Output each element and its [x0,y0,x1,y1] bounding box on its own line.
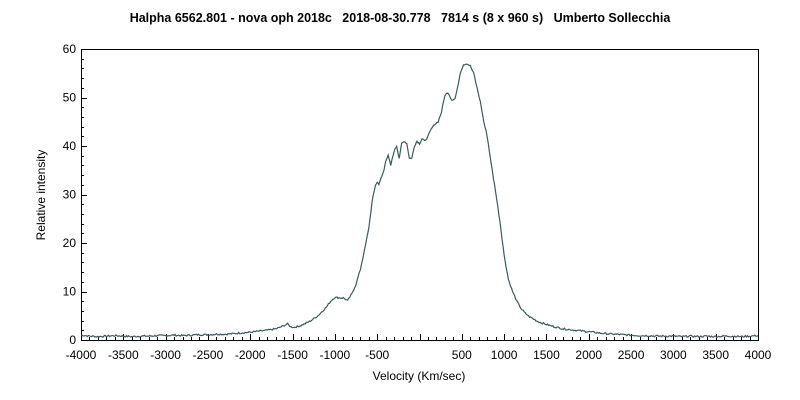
y-tick-label: 30 [63,188,77,202]
x-tick-label: 1500 [533,348,560,362]
chart-title: Halpha 6562.801 - nova oph 2018c 2018-08… [129,11,671,25]
y-tick-label: 50 [63,91,77,105]
y-tick-label: 0 [69,333,76,347]
y-axis-label: Relative intensity [34,150,48,241]
x-tick-label: -1000 [320,348,351,362]
x-tick-label: -1500 [277,348,308,362]
plot-frame [81,49,759,341]
x-tick-label: -2000 [235,348,266,362]
x-tick-label: -500 [365,348,389,362]
y-tick-label: 20 [63,236,77,250]
x-tick-label: -3000 [150,348,181,362]
x-tick-label: -4000 [66,348,97,362]
x-tick-label: 1000 [491,348,518,362]
y-tick-label: 60 [63,42,77,56]
x-tick-label: 3000 [660,348,687,362]
y-tick-label: 40 [63,139,77,153]
y-tick-label: 10 [63,285,77,299]
x-tick-label: 3500 [702,348,729,362]
x-axis: -4000 -3500 -3000 -2500 -2000 -1500 -1000 -500 5… [66,334,772,362]
x-tick-label: 2000 [575,348,602,362]
x-tick-label: -2500 [193,348,224,362]
x-tick-label: 500 [452,348,472,362]
x-tick-label: 2500 [618,348,645,362]
spectrum-line [81,63,759,339]
y-axis: 0 10 20 30 40 50 60 [63,42,87,347]
x-axis-label: Velocity (Km/sec) [373,369,466,383]
x-tick-label: 4000 [745,348,772,362]
x-tick-label: -3500 [108,348,139,362]
